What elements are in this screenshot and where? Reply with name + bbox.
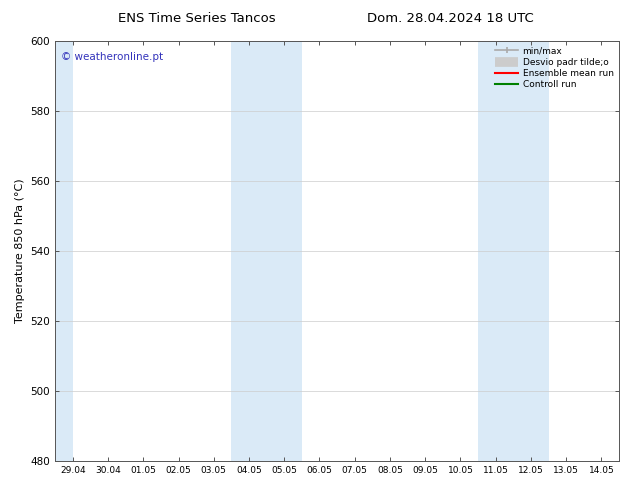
Text: Dom. 28.04.2024 18 UTC: Dom. 28.04.2024 18 UTC xyxy=(366,12,534,25)
Legend: min/max, Desvio padr tilde;o, Ensemble mean run, Controll run: min/max, Desvio padr tilde;o, Ensemble m… xyxy=(492,43,617,93)
Text: © weatheronline.pt: © weatheronline.pt xyxy=(61,51,163,62)
Text: ENS Time Series Tancos: ENS Time Series Tancos xyxy=(118,12,275,25)
Bar xyxy=(231,41,302,461)
Bar xyxy=(55,41,73,461)
Y-axis label: Temperature 850 hPa (°C): Temperature 850 hPa (°C) xyxy=(15,179,25,323)
Bar xyxy=(478,41,548,461)
